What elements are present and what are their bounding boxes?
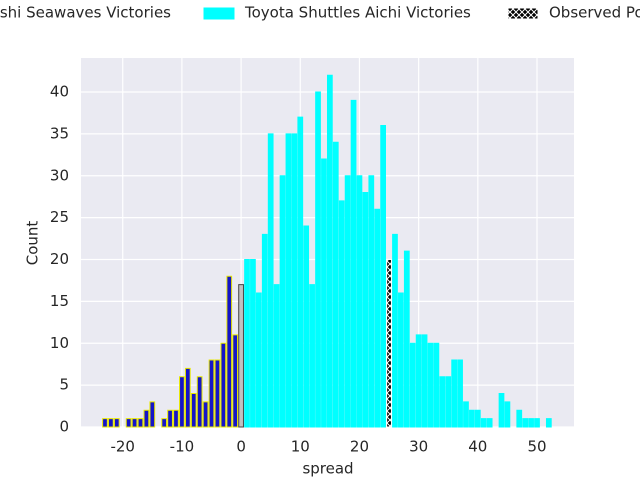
bar bbox=[208, 359, 215, 428]
bar bbox=[214, 359, 221, 428]
bar bbox=[113, 418, 120, 428]
bar bbox=[190, 393, 197, 428]
x-tick-label: 50 bbox=[527, 438, 546, 456]
y-tick-label: 40 bbox=[50, 83, 69, 101]
bar bbox=[350, 99, 357, 428]
bar bbox=[125, 418, 132, 428]
bar bbox=[196, 376, 203, 428]
bar bbox=[285, 133, 292, 428]
bar bbox=[516, 409, 523, 428]
y-tick-label: 25 bbox=[50, 208, 69, 226]
bar bbox=[403, 250, 410, 428]
y-tick-label: 20 bbox=[50, 250, 69, 268]
bar bbox=[427, 342, 434, 428]
x-tick-label: 40 bbox=[468, 438, 487, 456]
bar bbox=[267, 133, 274, 428]
bar bbox=[469, 409, 475, 428]
legend-label: Toyota Shuttles Aichi Victories bbox=[244, 4, 471, 22]
bar bbox=[291, 133, 298, 428]
legend-swatch bbox=[203, 7, 235, 20]
y-tick-label: 15 bbox=[50, 292, 69, 310]
x-tick-label: 30 bbox=[409, 438, 428, 456]
bar bbox=[368, 175, 375, 428]
bar bbox=[232, 334, 239, 428]
legend-label: Kamaishi Seawaves Victories bbox=[0, 4, 171, 22]
bar bbox=[184, 367, 191, 428]
bar bbox=[409, 342, 416, 428]
bar bbox=[362, 192, 369, 428]
bar bbox=[273, 284, 280, 428]
bar bbox=[386, 259, 392, 428]
bar bbox=[338, 200, 345, 428]
bar bbox=[143, 409, 150, 428]
bar bbox=[457, 359, 463, 428]
bar bbox=[179, 376, 185, 428]
x-tick-label: 20 bbox=[350, 438, 369, 456]
bar bbox=[255, 292, 262, 428]
bar bbox=[445, 376, 452, 428]
bar bbox=[309, 284, 315, 428]
bar bbox=[332, 141, 339, 428]
y-tick-label: 35 bbox=[50, 124, 69, 142]
bar bbox=[451, 359, 458, 428]
bar bbox=[374, 208, 381, 428]
x-tick-label: 0 bbox=[236, 438, 246, 456]
bar bbox=[392, 233, 398, 428]
bar bbox=[433, 342, 440, 428]
bar bbox=[315, 91, 321, 428]
bar bbox=[149, 401, 156, 428]
bar bbox=[480, 418, 487, 428]
bar bbox=[279, 175, 286, 428]
bar bbox=[303, 225, 310, 428]
x-axis-label: spread bbox=[302, 460, 353, 478]
y-tick-label: 10 bbox=[50, 334, 69, 352]
bar bbox=[137, 418, 144, 428]
bar bbox=[327, 74, 333, 428]
bar bbox=[463, 401, 469, 428]
legend-swatch bbox=[507, 7, 539, 20]
bar bbox=[398, 292, 404, 428]
y-axis-label: Count bbox=[24, 221, 42, 266]
bar bbox=[244, 259, 250, 428]
bar bbox=[486, 418, 493, 428]
bar bbox=[297, 116, 304, 428]
bar bbox=[356, 175, 363, 428]
x-tick-label: -20 bbox=[110, 438, 135, 456]
y-tick-label: 5 bbox=[59, 376, 69, 394]
bar bbox=[261, 233, 268, 428]
bar bbox=[522, 418, 529, 428]
y-tick-label: 0 bbox=[59, 418, 69, 436]
x-tick-label: 10 bbox=[291, 438, 310, 456]
bar bbox=[161, 418, 168, 428]
bar bbox=[421, 334, 428, 428]
bar bbox=[173, 409, 179, 428]
bar bbox=[504, 401, 511, 428]
bar bbox=[380, 125, 387, 428]
bar bbox=[474, 409, 481, 428]
bar bbox=[344, 175, 351, 428]
bar bbox=[202, 401, 209, 428]
legend-label: Observed Point bbox=[549, 4, 640, 22]
bar bbox=[439, 376, 446, 428]
bar bbox=[220, 342, 227, 428]
bar bbox=[167, 409, 173, 428]
bar bbox=[108, 418, 114, 428]
bar bbox=[250, 259, 256, 428]
bar bbox=[226, 275, 233, 428]
bar bbox=[498, 393, 505, 428]
x-tick-label: -10 bbox=[170, 438, 195, 456]
bar bbox=[131, 418, 138, 428]
bar bbox=[238, 284, 244, 428]
y-tick-label: 30 bbox=[50, 166, 69, 184]
bar bbox=[415, 334, 422, 428]
bar bbox=[534, 418, 540, 428]
bar bbox=[102, 418, 108, 428]
bar bbox=[545, 418, 552, 428]
bar bbox=[321, 158, 327, 428]
bar bbox=[528, 418, 534, 428]
